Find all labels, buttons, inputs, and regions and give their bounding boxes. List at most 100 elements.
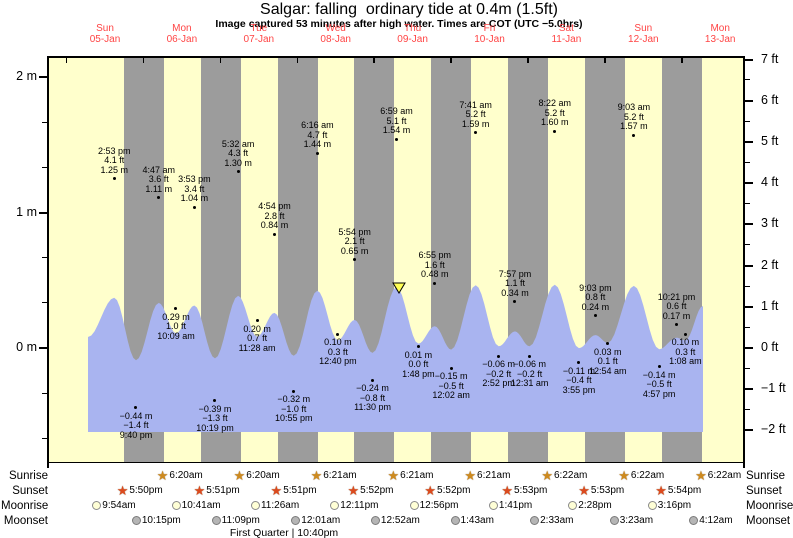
tide-dot	[528, 354, 532, 358]
moonrise-circle-icon	[171, 501, 181, 510]
moonrise-time: 12:56pm	[419, 500, 459, 511]
moon-phase-label: First Quarter | 10:40pm	[229, 527, 339, 538]
sunrise-time: 6:21am	[323, 470, 357, 481]
sunrise-time: 6:22am	[707, 470, 742, 481]
tide-annotation-high: 9:03 pm 0.8 ft 0.24 m	[579, 283, 612, 313]
sunset-event: ★ 5:50pm	[117, 484, 163, 497]
sunset-star-icon: ★	[193, 483, 206, 498]
moonrise-time: 1:41pm	[498, 500, 533, 511]
tide-annotation-line: 4.3 ft	[228, 148, 249, 159]
chart-subtitle: Image captured 53 minutes after high wat…	[215, 18, 583, 30]
tide-dot	[255, 319, 259, 323]
sunset-time: 5:53pm	[514, 485, 548, 496]
tide-annotation-line: 3.4 ft	[184, 183, 205, 194]
tide-annotation-line: 1.11 m	[145, 183, 173, 194]
ft-axis-tick-label: −1 ft	[761, 381, 786, 396]
day-name: Wed	[325, 23, 346, 34]
ft-axis-major-tick	[745, 58, 753, 61]
tide-annotation-line: 10:55 pm	[275, 413, 313, 424]
sunset-event: ★ 5:52pm	[347, 484, 393, 497]
tide-annotation-line: 5.2 ft	[465, 109, 486, 120]
tide-dot	[157, 196, 161, 200]
tide-annotation-line: 1.30 m	[224, 157, 252, 168]
tide-annotation-line: 5:54 pm	[338, 226, 371, 237]
m-axis-major-tick	[39, 76, 47, 79]
tide-annotation-line: 1:48 pm	[402, 368, 435, 379]
row-label-moonrise-left: Moonrise	[1, 500, 49, 512]
tide-annotation-high: 6:59 am 5.1 ft 1.54 m	[380, 107, 413, 136]
ft-axis-major-tick	[745, 388, 753, 391]
tide-dot	[683, 332, 687, 336]
moonrise-event: 2:28pm	[568, 499, 612, 512]
tide-annotation-low: −0.24 m −0.8 ft 11:30 pm	[354, 384, 391, 413]
tide-dot	[553, 129, 557, 133]
tide-dot	[657, 365, 661, 369]
sunset-event: ★ 5:54pm	[655, 484, 701, 497]
day-name: Thu	[403, 23, 422, 34]
m-axis-minor-tick	[42, 302, 47, 304]
tide-annotation-line: 8:22 am	[538, 98, 572, 109]
tide-annotation-line: 6:55 pm	[418, 250, 452, 260]
day-name: Mon	[710, 23, 730, 34]
sunrise-event: ★ 6:21am	[387, 469, 433, 482]
tide-dot	[474, 131, 478, 135]
sunset-time: 5:52pm	[360, 485, 394, 496]
sunrise-event: ★ 6:20am	[234, 469, 280, 482]
ft-axis-major-tick	[745, 182, 753, 185]
moonset-circle-icon	[131, 516, 141, 525]
tide-annotation-low: −0.06 m −0.2 ft 12:31 am	[511, 360, 549, 389]
sunset-event: ★ 5:53pm	[501, 484, 547, 497]
day-boundary-tick	[65, 58, 68, 63]
day-boundary-tick	[681, 58, 683, 63]
ft-axis-tick-label: 4 ft	[761, 175, 779, 190]
day-boundary-tick	[450, 58, 452, 63]
day-name: Tue	[250, 23, 268, 34]
tide-dot	[336, 332, 340, 336]
tide-annotation-line: 12:02 am	[432, 390, 470, 401]
tide-dot	[236, 170, 240, 174]
moonrise-event: 11:26am	[250, 499, 299, 512]
y-axis-left	[47, 56, 49, 468]
tide-annotation-line: 12:40 pm	[319, 356, 357, 367]
tide-dot	[292, 389, 296, 393]
tide-annotation-line: 5.2 ft	[544, 107, 565, 118]
moonrise-event: 12:56pm	[409, 499, 459, 512]
ft-axis-tick-label: 1 ft	[761, 298, 779, 313]
day-label: Fri 10-Jan	[474, 23, 505, 45]
day-date: 08-Jan	[320, 34, 351, 45]
m-axis-tick-label: 0 m	[16, 340, 37, 354]
tide-annotation-line: 0.48 m	[420, 269, 449, 279]
moonset-time: 3:23am	[619, 515, 654, 526]
ft-axis-minor-tick	[745, 409, 750, 411]
day-name: Mon	[172, 23, 192, 34]
tide-annotation-high: 3:53 pm 3.4 ft 1.04 m	[178, 175, 211, 204]
tide-annotation-line: 1.6 ft	[424, 259, 445, 270]
ft-axis-major-tick	[745, 140, 753, 143]
sunrise-event: ★ 6:20am	[157, 469, 203, 482]
day-boundary-tick	[219, 58, 222, 63]
tide-annotation-line: 1.57 m	[620, 121, 648, 132]
ft-axis-minor-tick	[745, 120, 750, 122]
moonset-time: 10:15pm	[141, 515, 181, 526]
moonset-event: 11:09pm	[211, 514, 260, 527]
tide-dot	[192, 205, 196, 209]
tide-annotation-line: 1.44 m	[303, 139, 332, 150]
tide-annotation-line: 3.6 ft	[148, 174, 169, 185]
tide-annotation-low: −0.15 m −0.5 ft 12:02 am	[432, 372, 470, 401]
tide-annotation-line: 4:57 pm	[642, 388, 676, 399]
tide-annotation-line: 1.60 m	[540, 117, 569, 128]
day-boundary-tick	[296, 58, 298, 63]
sunset-event: ★ 5:51pm	[271, 484, 317, 497]
tide-annotation-low: 0.03 m 0.1 ft 12:54 am	[589, 347, 627, 377]
moonset-event: 4:12am	[689, 514, 733, 527]
moonset-circle-icon	[211, 516, 221, 525]
x-axis-top	[47, 56, 745, 58]
tide-annotation-high: 9:03 am 5.2 ft 1.57 m	[618, 103, 651, 132]
tide-dot	[577, 361, 581, 365]
tide-annotation-high: 4:54 pm 2.8 ft 0.84 m	[258, 202, 291, 231]
tide-annotation-line: 10:19 pm	[196, 422, 234, 433]
sunset-time: 5:54pm	[667, 485, 702, 496]
ft-axis-minor-tick	[745, 368, 750, 370]
tide-annotation-line: 5.2 ft	[623, 111, 644, 122]
tide-dot	[606, 342, 610, 346]
